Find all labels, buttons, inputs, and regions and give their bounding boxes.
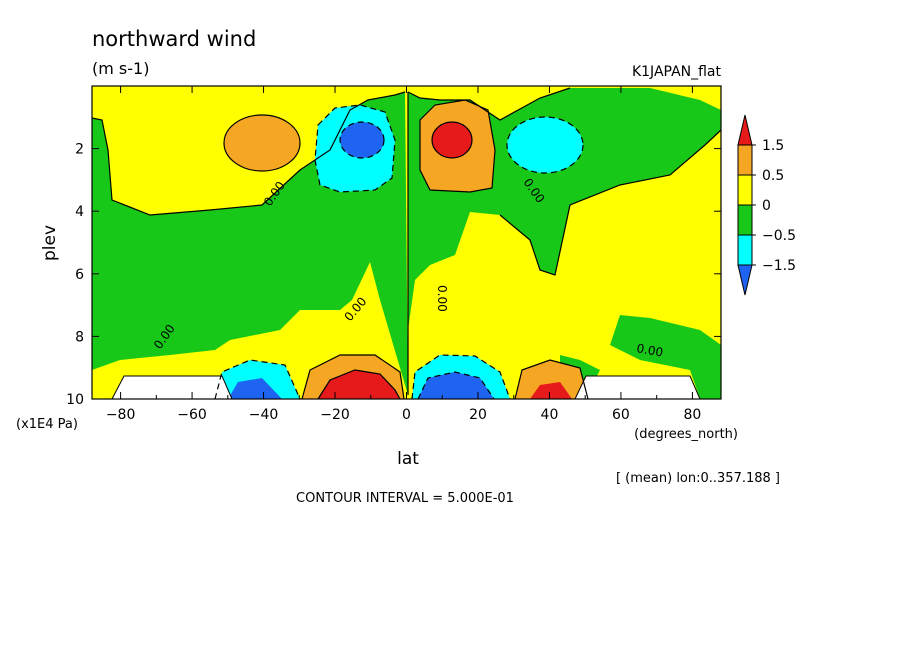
pos-cell-nh-lower-outer [515, 360, 588, 399]
neg-region-nh-low [610, 315, 721, 399]
colorbar-segment [737, 234, 753, 266]
neg-cell-nh-upper [507, 117, 583, 173]
neg-cell-nh-lower-core [418, 372, 494, 399]
x-tick-label: 0 [402, 407, 411, 423]
x-tick-label: −80 [106, 407, 136, 423]
x-tick-label: −40 [249, 407, 279, 423]
x-axis-units: (degrees_north) [634, 427, 738, 442]
y-tick-label: 2 [75, 142, 84, 158]
terrain-mask-nh [574, 375, 701, 400]
contour-label-6: 0.00 [635, 341, 664, 359]
chart-units: (m s-1) [92, 59, 149, 78]
y-tick-label: 4 [75, 204, 84, 220]
plot-area: 0.00 0.00 0.00 0.00 0.00 0.00 [91, 85, 722, 400]
average-note: [ (mean) lon:0..357.188 ] [616, 471, 780, 486]
neg-cell-sh-upper-core [340, 122, 384, 158]
negative-contour-lines [214, 104, 584, 400]
colorbar-segment [737, 144, 753, 176]
y-tick-label: 6 [75, 267, 84, 283]
colorbar-segment [737, 174, 753, 206]
x-tick-label: 40 [541, 407, 559, 423]
contour-lines [91, 87, 722, 400]
x-tick-label: 20 [469, 407, 487, 423]
colorbar-label: −1.5 [762, 258, 796, 274]
x-tick-label: −60 [177, 407, 207, 423]
colorbar-label: 0 [762, 198, 771, 214]
pos-cell-sh-upper [224, 115, 300, 171]
pos-cell-sh-lower-core [318, 370, 400, 399]
y-tick-label: 8 [75, 329, 84, 345]
y-axis-label: plev [40, 225, 60, 261]
pos-cell-nh-lower-core [530, 382, 572, 399]
x-axis-label: lat [397, 449, 419, 469]
x-axis: −80 −60 −40 −20 0 20 40 60 80 [106, 86, 701, 423]
x-tick-label: −20 [320, 407, 350, 423]
y-axis: 2 4 6 8 10 [66, 142, 721, 408]
y-axis-units: (x1E4 Pa) [16, 417, 78, 432]
colorbar-label: 0.5 [762, 168, 784, 184]
colorbar-label: 1.5 [762, 138, 784, 154]
y-tick-label: 10 [66, 392, 84, 408]
contour-interval-note: CONTOUR INTERVAL = 5.000E-01 [296, 491, 514, 506]
contour-label-4: 0.00 [435, 285, 449, 312]
x-tick-label: 80 [683, 407, 701, 423]
colorbar: 1.5 0.5 0 −0.5 −1.5 [737, 114, 796, 296]
colorbar-label: −0.5 [762, 228, 796, 244]
colorbar-segment [737, 204, 753, 236]
neg-cell-sh-lower-core [228, 378, 282, 399]
terrain-mask-sh [111, 375, 233, 400]
pos-cell-nh-upper-core [432, 122, 472, 158]
dataset-label: K1JAPAN_flat [632, 64, 722, 80]
colorbar-bottom-arrow [737, 264, 753, 296]
colorbar-top-arrow [737, 114, 753, 146]
x-tick-label: 60 [612, 407, 630, 423]
chart-title: northward wind [92, 27, 256, 51]
